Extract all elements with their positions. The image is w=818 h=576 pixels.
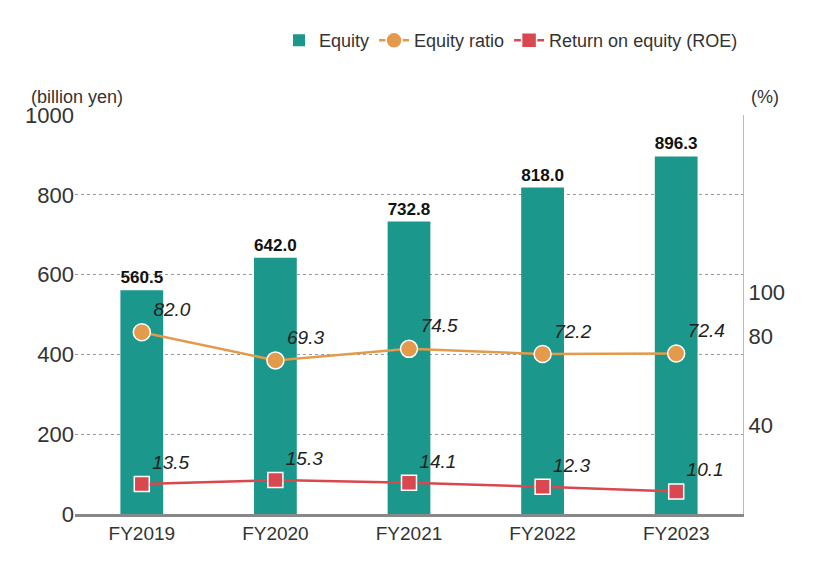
svg-text:1000: 1000 bbox=[25, 103, 74, 128]
svg-text:(billion yen): (billion yen) bbox=[31, 87, 123, 107]
svg-text:FY2020: FY2020 bbox=[242, 523, 309, 544]
svg-text:FY2023: FY2023 bbox=[643, 523, 710, 544]
svg-text:100: 100 bbox=[748, 280, 785, 305]
svg-text:896.3: 896.3 bbox=[655, 134, 698, 153]
svg-text:818.0: 818.0 bbox=[521, 166, 564, 185]
svg-text:FY2019: FY2019 bbox=[109, 523, 176, 544]
svg-text:0: 0 bbox=[62, 502, 74, 527]
svg-text:12.3: 12.3 bbox=[553, 455, 590, 476]
svg-text:600: 600 bbox=[37, 262, 74, 287]
svg-text:FY2021: FY2021 bbox=[376, 523, 443, 544]
svg-text:560.5: 560.5 bbox=[120, 268, 163, 287]
svg-text:14.1: 14.1 bbox=[419, 451, 456, 472]
svg-text:FY2022: FY2022 bbox=[509, 523, 576, 544]
svg-text:10.1: 10.1 bbox=[687, 459, 724, 480]
svg-text:82.0: 82.0 bbox=[153, 299, 190, 320]
svg-text:80: 80 bbox=[748, 324, 772, 349]
svg-text:(%): (%) bbox=[751, 87, 779, 107]
svg-text:72.2: 72.2 bbox=[554, 321, 591, 342]
svg-text:Equity: Equity bbox=[319, 31, 369, 51]
svg-text:200: 200 bbox=[37, 422, 74, 447]
svg-text:732.8: 732.8 bbox=[388, 200, 431, 219]
svg-text:40: 40 bbox=[748, 413, 772, 438]
svg-text:Return on equity (ROE): Return on equity (ROE) bbox=[549, 31, 737, 51]
svg-text:74.5: 74.5 bbox=[421, 315, 458, 336]
svg-text:72.4: 72.4 bbox=[688, 320, 725, 341]
svg-text:69.3: 69.3 bbox=[287, 327, 324, 348]
svg-text:800: 800 bbox=[37, 183, 74, 208]
svg-text:13.5: 13.5 bbox=[152, 452, 189, 473]
svg-text:15.3: 15.3 bbox=[286, 448, 323, 469]
svg-text:642.0: 642.0 bbox=[254, 236, 297, 255]
svg-text:Equity ratio: Equity ratio bbox=[414, 31, 504, 51]
svg-text:400: 400 bbox=[37, 342, 74, 367]
